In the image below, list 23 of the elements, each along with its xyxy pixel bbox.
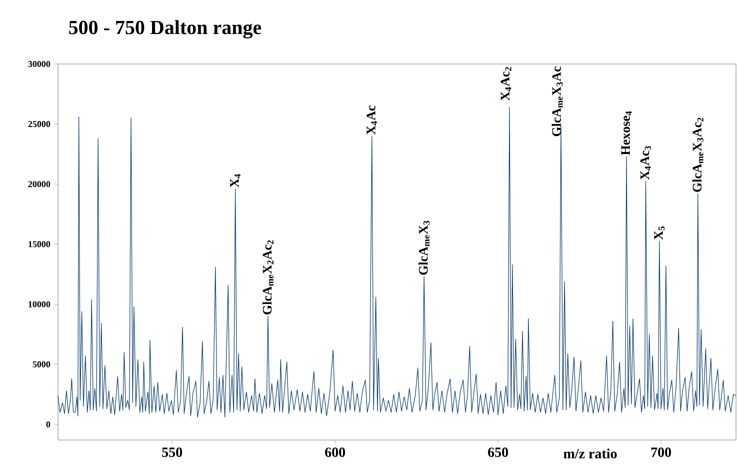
y-tick-label: 30000: [28, 60, 50, 68]
x-tick-label: 550: [162, 448, 182, 457]
x-tick-label: 600: [325, 448, 346, 457]
x-axis-title: m/z ratio: [564, 448, 617, 458]
y-tick-label: 25000: [28, 121, 50, 128]
x-tick-label: 650: [488, 448, 508, 457]
annotation: X$_{4}$Ac: [366, 106, 378, 135]
annotation: X$_{4}$Ac$_{3}$: [640, 146, 651, 180]
y-tick-label: 5000: [32, 361, 50, 368]
annotation: GlcA$_{me}$X$_{3}$Ac: [552, 66, 563, 136]
annotation: GlcA$_{me}$X$_{2}$Ac$_{2}$: [262, 240, 274, 314]
annotation: GlcA$_{me}$X$_{3}$: [418, 220, 430, 275]
chart-title: 500 - 750 Dalton range: [69, 20, 262, 38]
annotation: X$_{5}$: [654, 226, 665, 240]
annotation: X$_{4}$Ac$_{2}$: [500, 67, 512, 101]
annotation: X$_{4}$: [230, 174, 241, 188]
annotation: Hexose$_{4}$: [621, 111, 632, 156]
y-tick-label: 10000: [28, 301, 50, 308]
y-tick-label: 20000: [28, 181, 50, 188]
y-tick-label: 0: [46, 421, 50, 428]
annotation: GlcA$_{me}$X$_{3}$Ac$_{2}$: [692, 118, 704, 192]
y-tick-label: 15000: [28, 241, 50, 248]
x-tick-label: 700: [651, 448, 671, 457]
